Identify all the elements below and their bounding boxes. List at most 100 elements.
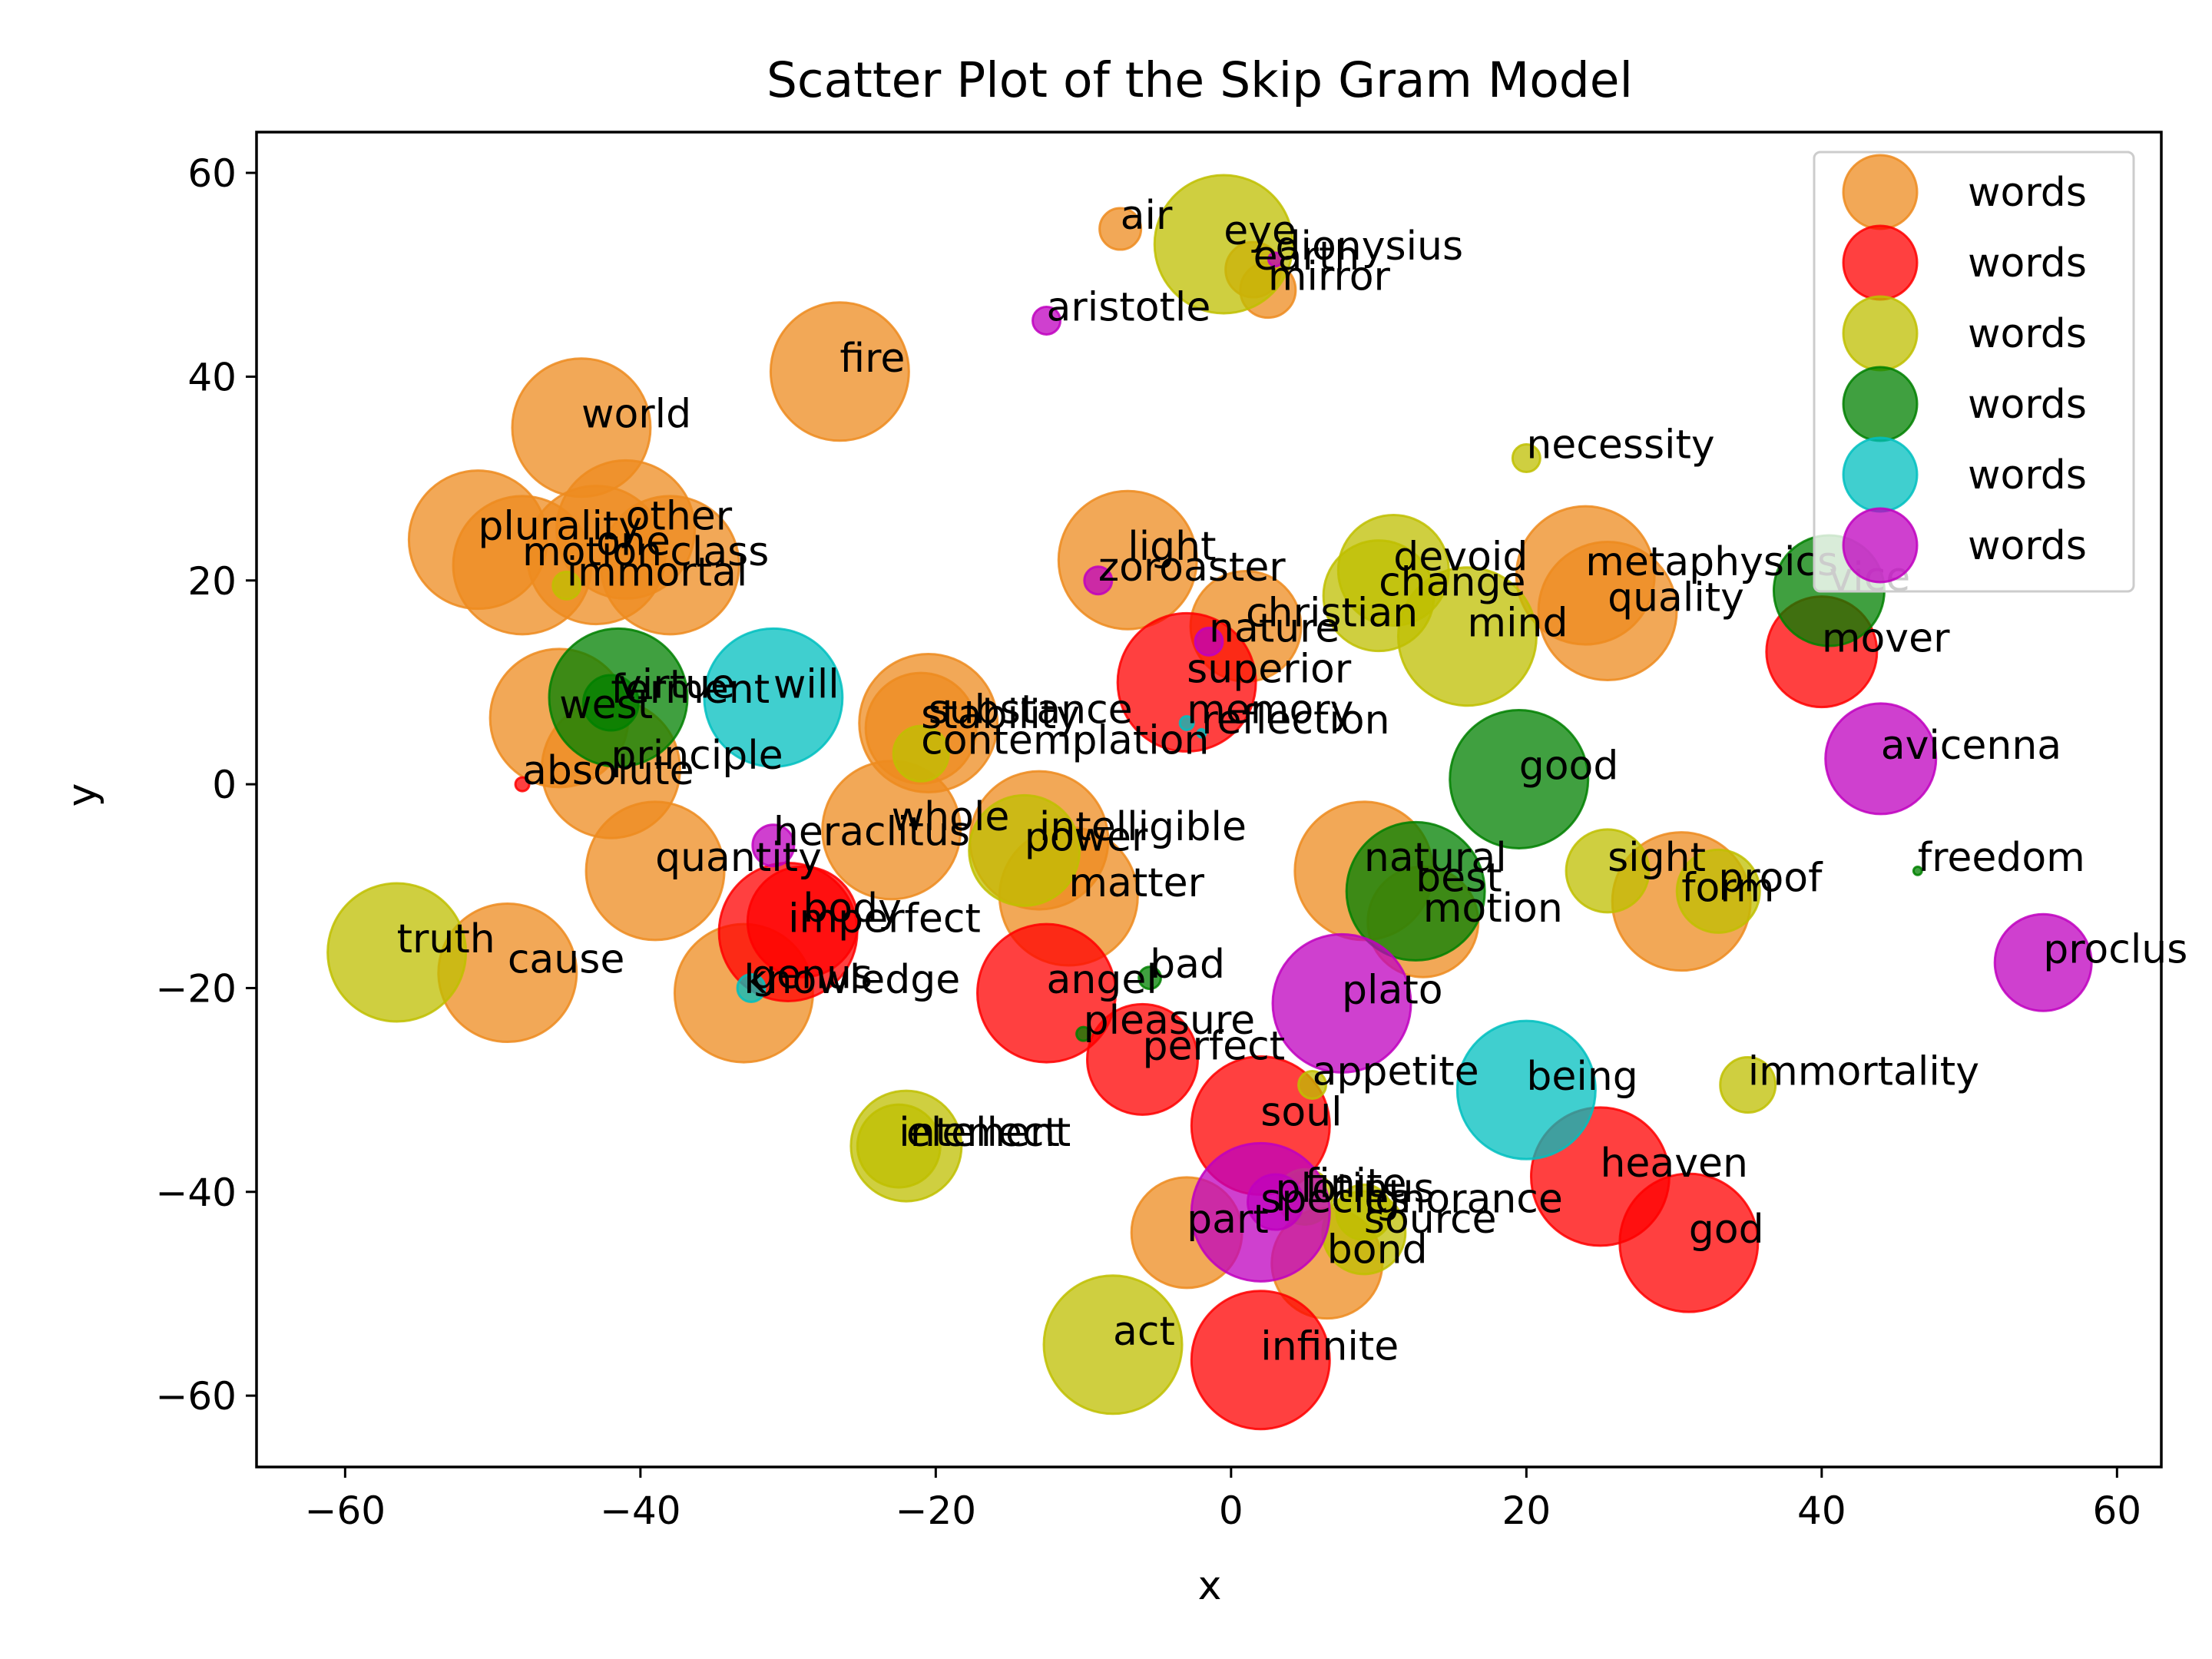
point-label: principle [611,733,783,779]
y-axis-label: y [59,783,105,807]
scatter-point [892,724,950,783]
points-layer [326,174,2093,1431]
scatter-point [551,570,582,601]
scatter-point [1345,820,1486,962]
point-label: will [773,661,839,707]
point-label: quantity [655,835,822,881]
point-label: motion [1423,886,1563,932]
point-label: ferment [611,667,770,713]
legend-marker [1842,366,1919,442]
scatter-point [1824,702,1938,816]
point-label: quality [1608,575,1744,621]
scatter-point [1271,932,1412,1074]
y-axis: −60 −40 −20 0 20 40 60 [155,151,257,1419]
point-label: freedom [1918,835,2085,881]
legend-label: words [1968,382,2087,428]
x-tick-label: 20 [1502,1488,1551,1533]
chart-title: Scatter Plot of the Skip Gram Model [767,52,1633,108]
legend-marker [1842,507,1919,584]
scatter-point [1083,565,1114,596]
scatter-point [703,627,844,768]
point-label: part [1187,1197,1269,1243]
point-label: finite [1305,1161,1407,1207]
y-tick-label: 20 [187,559,237,604]
x-tick-label: −20 [896,1488,977,1533]
point-label: best [1416,855,1502,901]
point-label: mover [1822,616,1950,662]
scatter-point [581,674,640,732]
legend-marker [1842,295,1919,372]
x-axis-label: x [1198,1563,1222,1609]
point-label: body [803,886,902,932]
point-label: west [559,682,653,728]
x-axis: −60 −40 −20 0 20 40 60 [305,1467,2142,1533]
scatter-point [1194,626,1224,657]
legend-marker [1842,436,1919,513]
point-label: change [1379,560,1525,606]
point-label: nature [1209,605,1339,651]
point-label: substance [929,687,1133,733]
point-label: imperfect [788,896,981,942]
scatter-point [514,776,531,793]
point-label: metaphysics [1585,539,1838,585]
point-label: natural [1364,835,1507,881]
x-tick-label: 40 [1797,1488,1846,1533]
point-label: heaven [1600,1141,1748,1187]
point-label: mirror [1268,254,1391,300]
point-label: infinite [1260,1324,1399,1370]
point-label: christian [1246,590,1418,636]
scatter-point [769,301,910,442]
y-tick-label: 0 [212,763,237,807]
legend-label: words [1968,311,2087,357]
scatter-point [1267,251,1284,268]
legend-label: words [1968,452,2087,498]
point-label: virtue [618,661,735,707]
plot-area: airearthmirrorfireworldpluralityothermot… [326,174,2187,1431]
point-label: aristotle [1047,284,1211,330]
x-tick-label: −60 [305,1488,386,1533]
point-label: dionysius [1276,224,1464,270]
legend-marker [1842,154,1919,230]
point-label: knowledge [743,957,960,1003]
point-label: heraclitus [773,810,970,856]
point-label: absolute [522,748,694,794]
x-tick-label: 60 [2093,1488,2142,1533]
point-label: memory [1187,687,1353,733]
y-tick-label: −60 [155,1374,237,1419]
point-label: cause [508,937,625,983]
point-label: god [1689,1207,1764,1253]
point-label: pleasure [1084,998,1256,1044]
point-label: zoroaster [1098,545,1286,591]
y-tick-label: −20 [155,966,237,1011]
point-label: air [1121,193,1173,239]
point-label: ignorance [1364,1176,1563,1222]
y-tick-label: 40 [187,355,237,399]
legend-label: words [1968,240,2087,286]
scatter-point [1537,541,1678,682]
point-label: being [1526,1054,1637,1100]
scatter-point [1719,1055,1777,1114]
scatter-point [599,495,740,636]
point-label: earth [1253,233,1360,280]
scatter-point [751,823,796,868]
point-label: good [1519,743,1619,789]
scatter-point [1031,305,1062,336]
point-label: plurality [478,504,642,550]
point-label: contemplation [921,717,1209,763]
scatter-point [1137,965,1163,991]
point-label: appetite [1313,1048,1479,1094]
scatter-point [1190,1141,1331,1283]
scatter-point [1042,1274,1184,1416]
point-label: fire [839,336,905,382]
point-label: light [1128,524,1216,570]
point-label: soul [1260,1090,1342,1136]
point-label: intellect [899,1110,1060,1156]
point-label: immortality [1748,1048,1979,1094]
point-label: motion [522,529,662,575]
scatter-point [326,882,468,1023]
scatter-point [1449,708,1590,849]
point-label: proclus [2043,926,2187,972]
point-label: species [1260,1176,1409,1222]
point-label: matter [1068,860,1204,906]
